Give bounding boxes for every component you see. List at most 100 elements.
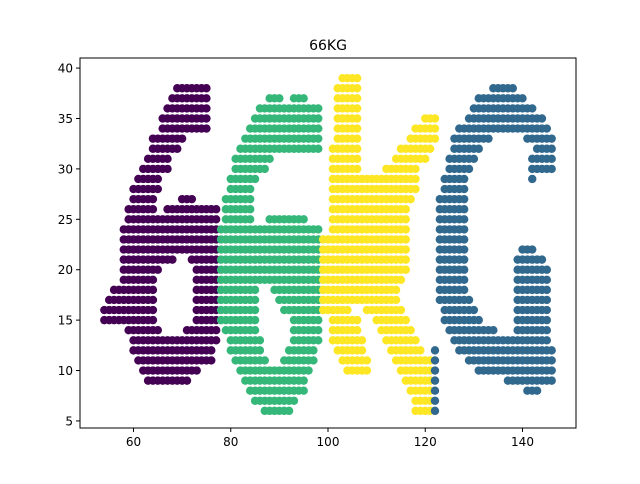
scatter-point bbox=[250, 315, 260, 325]
scatter-point bbox=[547, 376, 556, 385]
scatter-point bbox=[314, 315, 323, 325]
scatter-point bbox=[299, 376, 308, 385]
scatter-point bbox=[314, 326, 323, 335]
scatter-point bbox=[153, 326, 162, 335]
scatter-point bbox=[416, 346, 425, 355]
scatter-point bbox=[459, 225, 469, 234]
scatter-point bbox=[163, 164, 172, 174]
scatter-point bbox=[352, 315, 362, 325]
scatter-point bbox=[202, 114, 211, 123]
scatter-point bbox=[459, 245, 469, 254]
y-tick-label: 35 bbox=[58, 112, 73, 126]
scatter-point bbox=[469, 305, 479, 315]
scatter-point bbox=[401, 245, 410, 254]
scatter-point bbox=[352, 124, 362, 133]
scatter-point bbox=[430, 386, 440, 395]
scatter-point bbox=[547, 144, 556, 153]
scatter-point bbox=[459, 235, 469, 244]
scatter-point bbox=[255, 346, 265, 355]
scatter-point bbox=[352, 164, 362, 174]
scatter-point bbox=[362, 366, 372, 375]
scatter-point bbox=[192, 366, 201, 375]
scatter-points bbox=[100, 73, 556, 416]
scatter-point bbox=[148, 205, 158, 214]
scatter-point bbox=[464, 295, 474, 305]
scatter-point bbox=[542, 305, 552, 315]
scatter-point bbox=[343, 305, 352, 315]
scatter-point bbox=[537, 114, 547, 123]
scatter-point bbox=[314, 134, 323, 143]
y-axis: 5 10 15 20 25 30 35 40 bbox=[58, 62, 80, 428]
scatter-point bbox=[148, 275, 158, 284]
scatter-point bbox=[430, 406, 440, 416]
scatter-point bbox=[202, 124, 211, 133]
scatter-point bbox=[508, 84, 517, 93]
scatter-point bbox=[207, 346, 216, 355]
scatter-point bbox=[246, 215, 255, 224]
scatter-point bbox=[459, 205, 469, 214]
scatter-point bbox=[299, 386, 308, 395]
scatter-point bbox=[352, 134, 362, 143]
scatter-point bbox=[547, 154, 556, 164]
scatter-point bbox=[430, 376, 440, 385]
scatter-point bbox=[246, 194, 255, 204]
scatter-point bbox=[401, 205, 410, 214]
x-tick-label: 80 bbox=[223, 435, 238, 449]
scatter-point bbox=[425, 144, 435, 153]
scatter-point bbox=[474, 144, 483, 153]
scatter-point bbox=[265, 154, 274, 164]
scatter-point bbox=[547, 356, 556, 365]
scatter-point bbox=[275, 94, 284, 103]
scatter-point bbox=[202, 104, 211, 113]
x-tick-label: 140 bbox=[511, 435, 534, 449]
scatter-point bbox=[528, 104, 537, 113]
scatter-point bbox=[542, 336, 552, 345]
scatter-point bbox=[459, 184, 469, 194]
scatter-point bbox=[406, 326, 415, 335]
scatter-point bbox=[250, 326, 260, 335]
scatter-point bbox=[352, 144, 362, 153]
scatter-point bbox=[362, 356, 372, 365]
chart-title: 66KG bbox=[309, 38, 347, 54]
scatter-point bbox=[182, 376, 192, 385]
scatter-point bbox=[518, 94, 527, 103]
scatter-point bbox=[542, 124, 552, 133]
scatter-point bbox=[542, 326, 552, 335]
scatter-point bbox=[406, 194, 415, 204]
scatter-point bbox=[484, 134, 493, 143]
scatter-point bbox=[396, 275, 406, 284]
scatter-point bbox=[352, 154, 362, 164]
scatter-point bbox=[542, 315, 552, 325]
scatter-point bbox=[352, 104, 362, 113]
scatter-point bbox=[314, 124, 323, 133]
scatter-point bbox=[304, 366, 313, 375]
scatter-point bbox=[430, 346, 440, 355]
scatter-point bbox=[211, 215, 221, 224]
scatter-point bbox=[163, 154, 172, 164]
scatter-point bbox=[542, 275, 552, 284]
scatter-point bbox=[357, 346, 367, 355]
scatter-point bbox=[401, 265, 410, 274]
scatter-point bbox=[260, 356, 269, 365]
scatter-point bbox=[421, 154, 430, 164]
scatter-point bbox=[401, 315, 410, 325]
scatter-point bbox=[153, 184, 162, 194]
scatter-point bbox=[314, 104, 323, 113]
scatter-point bbox=[314, 144, 323, 153]
scatter-point bbox=[173, 144, 182, 153]
scatter-point bbox=[528, 174, 537, 184]
scatter-point bbox=[153, 174, 162, 184]
scatter-point bbox=[430, 134, 440, 143]
scatter-point bbox=[401, 255, 410, 264]
scatter-point bbox=[411, 184, 420, 194]
scatter-point bbox=[391, 295, 401, 305]
scatter-point bbox=[542, 265, 552, 274]
scatter-point bbox=[246, 184, 255, 194]
scatter-point bbox=[148, 315, 158, 325]
scatter-point bbox=[411, 174, 420, 184]
scatter-point bbox=[211, 326, 221, 335]
scatter-point bbox=[352, 326, 362, 335]
scatter-point bbox=[250, 295, 260, 305]
scatter-point bbox=[459, 265, 469, 274]
